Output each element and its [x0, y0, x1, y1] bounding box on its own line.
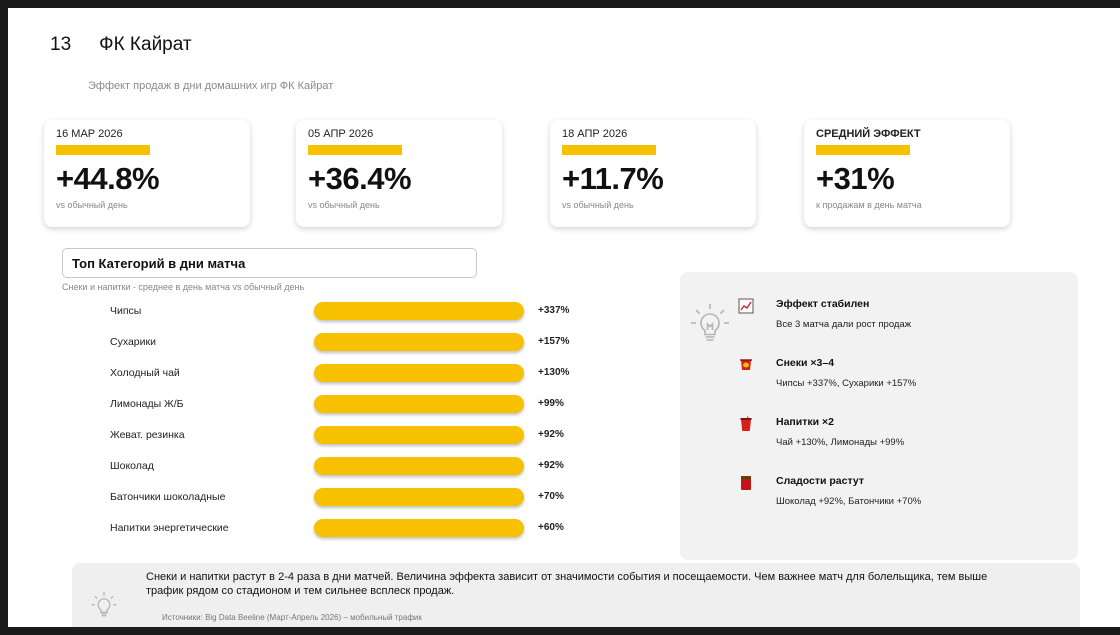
kpi-note: vs обычный день [308, 200, 380, 210]
footer-source: Источники: Big Data Beeline (Март-Апрель… [162, 613, 422, 622]
category-bar [314, 395, 524, 413]
lightbulb-icon [91, 592, 117, 617]
insight-title: Напитки ×2 [776, 416, 834, 428]
kpi-accent-bar [56, 145, 150, 155]
slide-title: ФК Кайрат [99, 34, 192, 55]
category-value: +92% [538, 460, 564, 471]
slide-subtitle: Эффект продаж в дни домашних игр ФК Кайр… [88, 80, 334, 92]
category-label: Жеват. резинка [110, 429, 185, 441]
kpi-value: +11.7% [562, 161, 664, 196]
kpi-note: vs обычный день [562, 200, 634, 210]
drink-cup-icon [740, 416, 752, 431]
category-row: Шоколад +92% [110, 457, 590, 477]
kpi-value: +44.8% [56, 161, 160, 196]
insight-text: Чипсы +337%, Сухарики +157% [776, 378, 917, 389]
category-row: Батончики шоколадные +70% [110, 488, 590, 508]
insight-text: Все 3 матча дали рост продаж [776, 319, 912, 330]
category-label: Батончики шоколадные [110, 491, 226, 503]
kpi-note: к продажам в день матча [816, 200, 922, 210]
kpi-note: vs обычный день [56, 200, 128, 210]
lightbulb-icon [691, 304, 729, 341]
category-row: Напитки энергетические +60% [110, 519, 590, 539]
insight-title: Сладости растут [776, 475, 864, 487]
category-label: Напитки энергетические [110, 522, 229, 534]
trend-chart-icon [738, 298, 754, 314]
footer-panel: Снеки и напитки растут в 2-4 раза в дни … [72, 563, 1080, 627]
kpi-card-1: 16 МАР 2026 +44.8% vs обычный день [44, 120, 250, 227]
category-label: Чипсы [110, 305, 142, 317]
category-label: Лимонады Ж/Б [110, 398, 184, 410]
category-row: Лимонады Ж/Б +99% [110, 395, 590, 415]
kpi-date: 16 МАР 2026 [56, 128, 123, 140]
insight-text: Чай +130%, Лимонады +99% [776, 437, 905, 448]
snack-icon [740, 359, 752, 370]
kpi-date: 18 АПР 2026 [562, 128, 628, 140]
kpi-date: СРЕДНИЙ ЭФФЕКТ [816, 128, 921, 140]
category-value: +99% [538, 398, 564, 409]
kpi-card-average: СРЕДНИЙ ЭФФЕКТ +31% к продажам в день ма… [804, 120, 1010, 227]
insight-title: Снеки ×3–4 [776, 357, 835, 369]
categories-subtitle: Снеки и напитки - среднее в день матча v… [62, 282, 305, 292]
category-label: Шоколад [110, 460, 154, 472]
category-bar [314, 302, 524, 320]
category-row: Чипсы +337% [110, 302, 590, 322]
category-value: +92% [538, 429, 564, 440]
insight-text: Шоколад +92%, Батончики +70% [776, 496, 922, 507]
categories-title: Топ Категорий в дни матча [62, 248, 477, 278]
kpi-value: +31% [816, 161, 895, 196]
category-row: Жеват. резинка +92% [110, 426, 590, 446]
kpi-accent-bar [308, 145, 402, 155]
kpi-accent-bar [562, 145, 656, 155]
category-value: +130% [538, 367, 570, 378]
insights-panel: Эффект стабилен Все 3 матча дали рост пр… [680, 272, 1078, 560]
category-label: Холодный чай [110, 367, 180, 379]
category-value: +70% [538, 491, 564, 502]
insight-title: Эффект стабилен [776, 298, 870, 310]
category-bar [314, 519, 524, 537]
slide: 13 ФК Кайрат Эффект продаж в дни домашни… [8, 8, 1120, 627]
category-value: +60% [538, 522, 564, 533]
category-value: +337% [538, 305, 570, 316]
category-row: Холодный чай +130% [110, 364, 590, 384]
slide-number: 13 [50, 34, 72, 55]
kpi-date: 05 АПР 2026 [308, 128, 374, 140]
kpi-accent-bar [816, 145, 910, 155]
category-row: Сухарики +157% [110, 333, 590, 353]
kpi-value: +36.4% [308, 161, 412, 196]
category-bar [314, 457, 524, 475]
category-bar [314, 488, 524, 506]
category-label: Сухарики [110, 336, 156, 348]
kpi-card-3: 18 АПР 2026 +11.7% vs обычный день [550, 120, 756, 227]
category-bar [314, 426, 524, 444]
category-value: +157% [538, 336, 570, 347]
category-bar [314, 333, 524, 351]
slide-header: 13 ФК Кайрат [50, 34, 192, 56]
kpi-card-2: 05 АПР 2026 +36.4% vs обычный день [296, 120, 502, 227]
chocolate-icon [741, 476, 751, 490]
footer-summary: Снеки и напитки растут в 2-4 раза в дни … [146, 571, 988, 597]
category-bar [314, 364, 524, 382]
